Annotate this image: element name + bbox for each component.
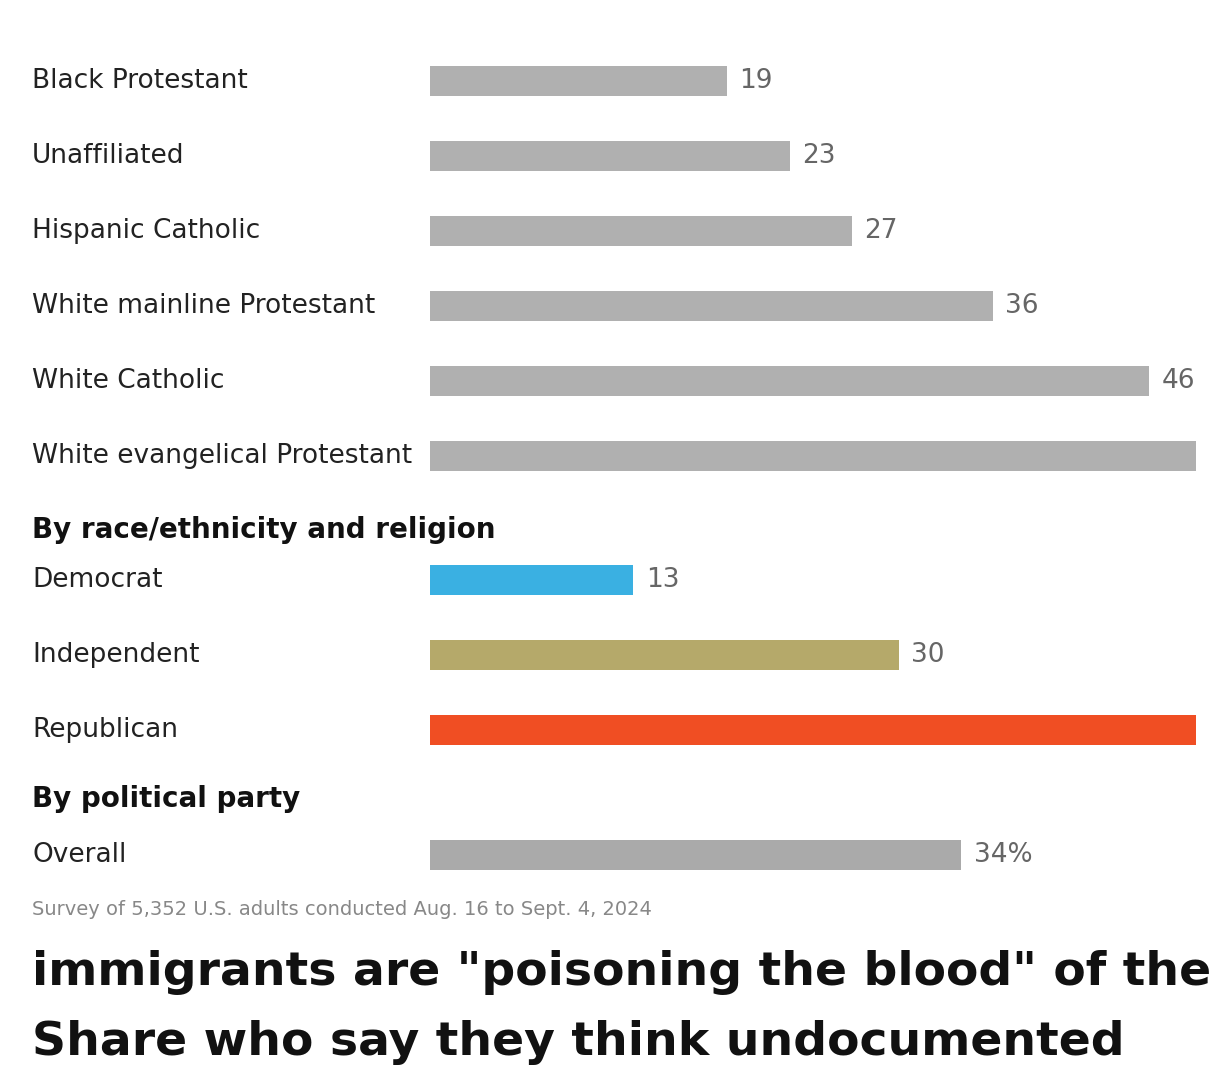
Text: 30: 30: [911, 642, 944, 668]
Text: 27: 27: [865, 218, 898, 244]
Text: Black Protestant: Black Protestant: [32, 69, 248, 95]
Text: 46: 46: [1161, 368, 1194, 394]
Bar: [431, 566, 633, 595]
Bar: [431, 291, 993, 321]
Bar: [431, 366, 1149, 396]
Bar: [431, 67, 727, 97]
Bar: [431, 640, 899, 670]
Bar: [431, 216, 852, 246]
Text: 34%: 34%: [974, 841, 1032, 868]
Text: White evangelical Protestant: White evangelical Protestant: [32, 442, 412, 469]
Text: White mainline Protestant: White mainline Protestant: [32, 293, 376, 318]
Text: Democrat: Democrat: [32, 567, 162, 594]
Bar: [431, 441, 1220, 470]
Bar: [431, 716, 1220, 745]
Text: Survey of 5,352 U.S. adults conducted Aug. 16 to Sept. 4, 2024: Survey of 5,352 U.S. adults conducted Au…: [32, 900, 651, 919]
Text: 19: 19: [739, 69, 773, 95]
Text: White Catholic: White Catholic: [32, 368, 224, 394]
Text: 36: 36: [1005, 293, 1038, 318]
Text: immigrants are "poisoning the blood" of the U.S.: immigrants are "poisoning the blood" of …: [32, 950, 1220, 994]
Text: 23: 23: [802, 143, 836, 169]
Text: Overall: Overall: [32, 841, 127, 868]
Text: Unaffiliated: Unaffiliated: [32, 143, 184, 169]
Text: By race/ethnicity and religion: By race/ethnicity and religion: [32, 515, 495, 543]
Text: By political party: By political party: [32, 785, 300, 813]
Bar: [431, 840, 961, 869]
Bar: [431, 141, 789, 171]
Text: Republican: Republican: [32, 717, 178, 744]
Text: Share who say they think undocumented: Share who say they think undocumented: [32, 1020, 1125, 1064]
Text: Hispanic Catholic: Hispanic Catholic: [32, 218, 260, 244]
Text: 13: 13: [645, 567, 680, 594]
Text: Independent: Independent: [32, 642, 200, 668]
